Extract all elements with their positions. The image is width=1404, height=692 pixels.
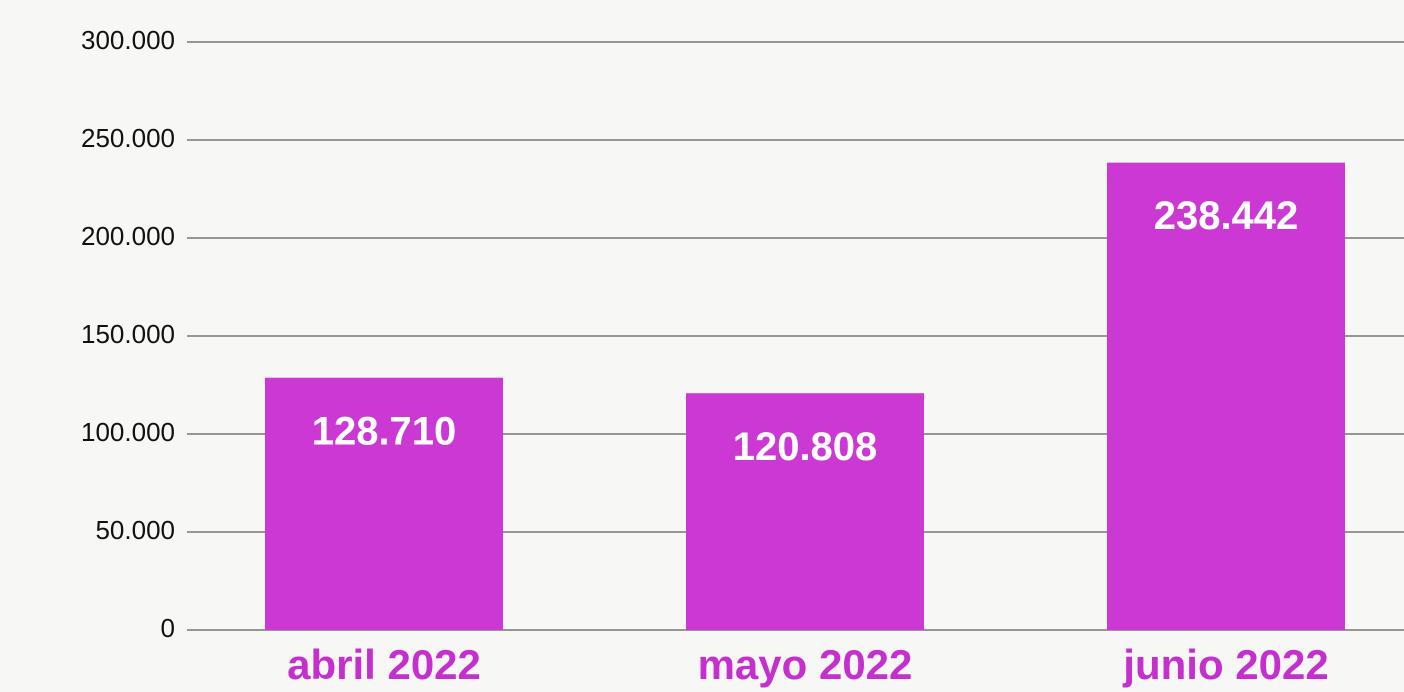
x-tick-label: junio 2022 xyxy=(1122,641,1328,688)
bar xyxy=(265,377,503,630)
y-tick-label: 300.000 xyxy=(81,25,175,55)
y-tick-label: 250.000 xyxy=(81,123,175,153)
y-tick-label: 100.000 xyxy=(81,417,175,447)
data-label: 120.808 xyxy=(733,425,878,469)
x-tick-label: mayo 2022 xyxy=(698,641,913,688)
data-label: 238.442 xyxy=(1154,194,1299,238)
y-tick-label: 150.000 xyxy=(81,319,175,349)
data-label: 128.710 xyxy=(312,409,457,453)
y-tick-label: 50.000 xyxy=(95,515,175,545)
x-tick-label: abril 2022 xyxy=(287,641,481,688)
bar xyxy=(1107,162,1345,630)
y-tick-label: 200.000 xyxy=(81,221,175,251)
y-tick-label: 0 xyxy=(161,613,175,643)
bar xyxy=(686,393,924,630)
